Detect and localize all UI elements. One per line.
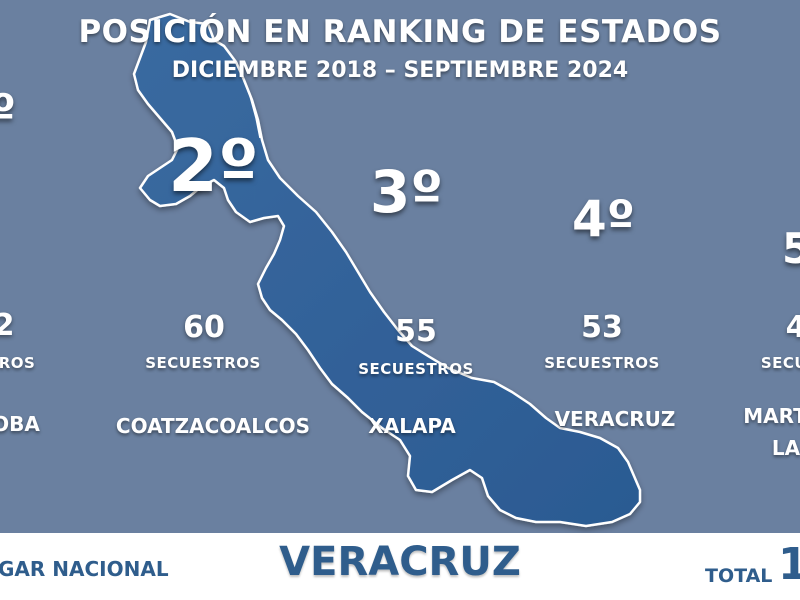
page-subtitle: DICIEMBRE 2018 – SEPTIEMBRE 2024 <box>171 58 629 83</box>
veracruz-outline <box>132 12 642 528</box>
kidnapping-unit-5: SECU <box>760 354 800 372</box>
veracruz-state-map <box>132 12 642 528</box>
kidnapping-unit-3: SECUESTROS <box>358 360 474 378</box>
coast-lagoon-line <box>241 75 261 139</box>
rank-label-3: 3º <box>370 158 444 226</box>
city-name-1: OBA <box>0 412 40 436</box>
rank-label-5: 5 <box>782 224 800 273</box>
city-name-4: VERACRUZ <box>554 407 676 431</box>
kidnapping-unit-1: STROS <box>0 354 36 372</box>
kidnapping-unit-2: SECUESTROS <box>145 354 261 372</box>
total-label: TOTAL <box>705 565 773 587</box>
rank-label-2: 2º <box>168 124 259 208</box>
rank-label-4: 4º <box>572 190 635 248</box>
total-value: 1 <box>778 539 800 590</box>
city-name-2: COATZACOALCOS <box>115 414 311 438</box>
kidnapping-count-2: 60 <box>183 310 225 345</box>
footer-bar: GAR NACIONAL VERACRUZ TOTAL 1 <box>0 533 800 600</box>
kidnapping-count-4: 53 <box>581 310 623 345</box>
state-name: VERACRUZ <box>279 539 521 585</box>
infographic-stage: POSICIÓN EN RANKING DE ESTADOS DICIEMBRE… <box>0 12 800 528</box>
kidnapping-count-5: 4 <box>785 310 800 345</box>
city-name-5-line1: MART <box>743 404 800 428</box>
city-name-3: XALAPA <box>368 414 456 438</box>
national-place-label: GAR NACIONAL <box>0 557 169 581</box>
kidnapping-count-1: 2 <box>0 308 15 343</box>
rank-label-1: º <box>0 84 16 138</box>
page-title: POSICIÓN EN RANKING DE ESTADOS <box>78 14 722 50</box>
city-name-5-line2: LA <box>771 436 800 460</box>
kidnapping-count-3: 55 <box>395 314 437 349</box>
kidnapping-unit-4: SECUESTROS <box>544 354 660 372</box>
